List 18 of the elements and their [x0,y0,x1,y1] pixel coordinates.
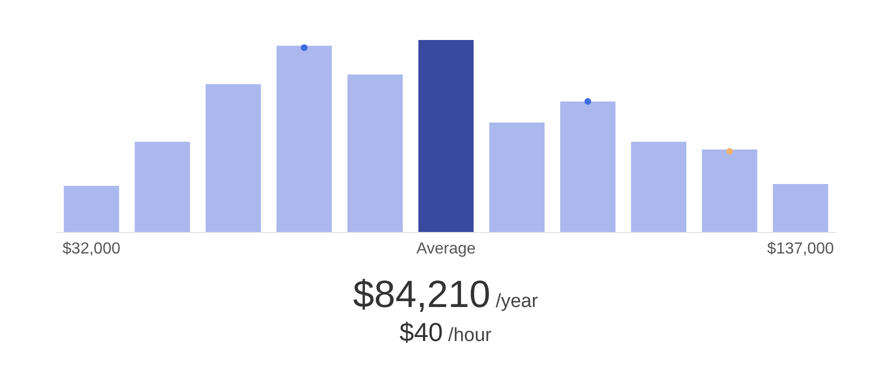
bar [489,122,545,232]
text: /hour [447,324,492,346]
bar [347,74,403,232]
bar [418,40,474,232]
text: $40 [400,316,443,347]
bar [772,184,828,232]
bar [276,46,332,232]
bar [560,101,616,232]
x-tick-label: $137,000 [767,240,834,258]
bar [631,142,686,232]
text: /year [494,291,538,312]
x-tick-label: $32,000 [62,240,120,258]
x-tick-label: Average [416,240,476,258]
bar [64,186,120,232]
bar [134,142,190,232]
text: $84,210 [353,274,490,316]
bar [702,149,758,232]
bar [206,84,261,232]
